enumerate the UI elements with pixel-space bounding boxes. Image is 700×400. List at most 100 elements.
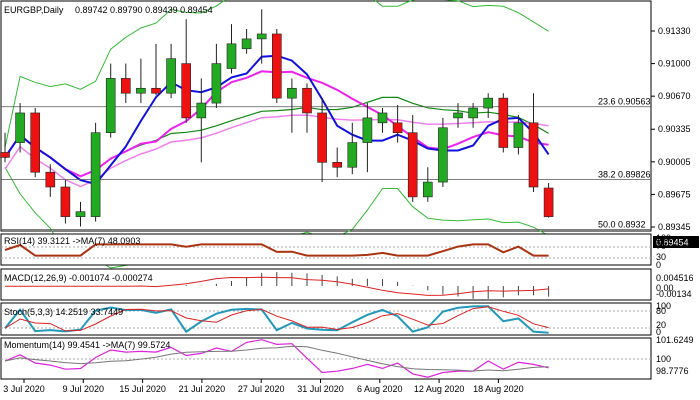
- time-tick-label: 9 Jul 2020: [63, 384, 105, 394]
- candle-body: [528, 122, 539, 188]
- candle: [407, 114, 418, 202]
- candle-body: [136, 87, 146, 94]
- candle-body: [60, 186, 71, 217]
- candle-body: [438, 127, 448, 183]
- candle-body: [302, 87, 312, 114]
- candle: [362, 103, 373, 173]
- indicator-tick-label: 100: [656, 354, 671, 364]
- candle: [196, 78, 207, 163]
- candle-body: [362, 117, 373, 143]
- macd-signal-line: [5, 276, 549, 296]
- candle-body: [90, 132, 101, 217]
- candle: [377, 108, 388, 133]
- indicator-tick-label: 98.7776: [656, 366, 689, 376]
- candle-body: [332, 162, 343, 168]
- candle-body: [45, 171, 56, 188]
- candle-body: [271, 33, 282, 99]
- candle: [392, 105, 403, 143]
- price-tick-label: 0.89675: [658, 189, 691, 199]
- symbol-label: EURGBP,Daily: [4, 5, 64, 15]
- candle-body: [30, 112, 41, 173]
- indicator-tick-label: 0.004516: [656, 273, 694, 283]
- candle: [438, 117, 448, 188]
- indicator-tick-label: 0.00: [656, 283, 674, 293]
- price-tick-label: 0.91000: [658, 59, 691, 69]
- candle-body: [543, 187, 554, 217]
- candlestick-series: [0, 9, 554, 227]
- time-tick-label: 6 Aug 2020: [357, 384, 403, 394]
- candle: [468, 103, 478, 128]
- candle: [181, 19, 191, 123]
- time-tick-label: 18 Aug 2020: [473, 384, 524, 394]
- momentum-panel[interactable]: Momentum(14) 99.4541 ->MA(7) 99.5724 101…: [0, 335, 694, 380]
- price-axis[interactable]: 0.91330 0.91000 0.90670 0.90335 0.90005 0.896…: [651, 26, 691, 232]
- current-price-label: 0.89454: [656, 238, 689, 248]
- candle-body: [256, 33, 267, 40]
- candle: [453, 103, 463, 128]
- candle-body: [347, 142, 358, 168]
- ohlc-label: 0.89742 0.89790 0.89439 0.89454: [75, 5, 213, 15]
- indicator-tick-label: 70: [656, 241, 666, 251]
- candle-body: [211, 63, 222, 104]
- candle: [543, 183, 554, 218]
- price-tick-label: 0.90670: [658, 91, 691, 101]
- candle-body: [468, 107, 478, 119]
- candle: [121, 63, 131, 104]
- time-axis[interactable]: 3 Jul 2020 9 Jul 2020 15 Jul 2020 21 Jul 20…: [3, 379, 524, 394]
- candle-body: [498, 97, 509, 148]
- momentum-title: Momentum(14) 99.4541 ->MA(7) 99.5724: [4, 340, 170, 350]
- stoch-title: Stoch(5,3,3) 14.2519 33.7449: [4, 307, 123, 317]
- candle-body: [151, 87, 161, 94]
- indicator-tick-label: -0.00134: [656, 289, 692, 299]
- candle-body: [15, 112, 25, 143]
- candle: [513, 114, 524, 155]
- macd-panel[interactable]: MACD(12,26,9) -0.001074 -0.000274 0.0045…: [0, 268, 694, 301]
- price-tick-label: 0.90005: [658, 157, 691, 167]
- time-tick-label: 3 Jul 2020: [3, 384, 45, 394]
- candle: [105, 63, 116, 138]
- candle-body: [407, 132, 418, 198]
- candle: [317, 98, 327, 183]
- indicator-tick-label: 80: [656, 306, 666, 316]
- candle-body: [121, 78, 131, 94]
- candle-body: [392, 122, 403, 134]
- candle-body: [513, 122, 524, 148]
- candle-body: [196, 102, 207, 119]
- candle: [136, 58, 146, 104]
- candle: [347, 122, 358, 175]
- candle: [287, 78, 297, 133]
- indicator-tick-label: 30: [656, 252, 666, 262]
- candle: [422, 167, 433, 202]
- fib-23-6-line-label: 23.6 0.90563: [598, 97, 651, 107]
- price-panel[interactable]: 23.6 0.90563 38.2 0.89826 50.0 0.8932 EURG…: [0, 0, 652, 269]
- candle-body: [241, 38, 252, 50]
- momentum-ma-line: [4, 345, 549, 372]
- candle-body: [181, 63, 191, 119]
- candle: [30, 108, 41, 178]
- candle: [60, 180, 71, 224]
- indicator-tick-label: 0: [656, 260, 661, 270]
- candle: [166, 43, 176, 99]
- candle: [151, 43, 161, 96]
- indicator-tick-label: 100: [656, 233, 671, 243]
- candle: [0, 132, 10, 163]
- indicator-tick-label: 101.6249: [656, 335, 694, 345]
- fib-50-line-label: 50.0 0.8932: [598, 219, 646, 229]
- candle: [15, 103, 25, 153]
- momentum-axis: 101.6249 100 98.7776: [656, 335, 694, 376]
- price-tick-label: 0.91330: [658, 26, 691, 36]
- bollinger-upper-line: [4, 0, 549, 148]
- candle: [211, 43, 222, 109]
- candle-body: [453, 112, 463, 119]
- current-price-marker: 0.89454: [653, 236, 699, 248]
- candle: [528, 93, 539, 192]
- candle-body: [75, 211, 86, 217]
- candle: [332, 147, 343, 178]
- price-tick-label: 0.89345: [658, 222, 691, 232]
- candle: [226, 24, 237, 74]
- stoch-d-line: [4, 306, 549, 332]
- candle: [483, 93, 494, 118]
